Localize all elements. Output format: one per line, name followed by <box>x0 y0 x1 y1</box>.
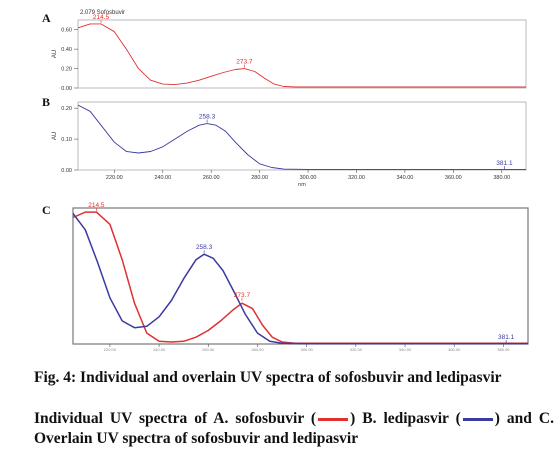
panel-label: A <box>42 11 51 25</box>
caption-text-b: ) B. ledipasvir ( <box>350 410 461 427</box>
y-tick-label: 0.00 <box>61 168 72 174</box>
y-tick-label: 0.00 <box>61 86 72 92</box>
panel-b: B 0.00 0.10 0.20 AU 220.00 240.00 260.00 280.00 3… <box>42 95 527 188</box>
x-tick-label: 340.00 <box>397 175 414 181</box>
x-tick-label: 320.00 <box>348 175 365 181</box>
peak-label: 214.5 <box>88 202 105 209</box>
figure-caption-description: Individual UV spectra of A. sofosbuvir (… <box>34 409 554 449</box>
peak-label: 273.7 <box>236 59 253 66</box>
x-tick-label: 260.00 <box>202 347 215 352</box>
peak-label: 258.3 <box>196 244 213 251</box>
x-tick-label: 280.00 <box>251 175 268 181</box>
figure-panels: A 2.079 Sofosbuvir 0.00 0.20 0.40 0.60 AU 214.5… <box>42 10 529 352</box>
peak-label: 381.1 <box>496 160 513 167</box>
panel-label: C <box>42 203 51 217</box>
spectrum-line <box>72 212 528 345</box>
y-tick-label: 0.40 <box>61 47 72 53</box>
peak-label: 273.7 <box>234 292 251 299</box>
x-tick-label: 340.00 <box>399 347 412 352</box>
panel-a: A 2.079 Sofosbuvir 0.00 0.20 0.40 0.60 AU 214.5… <box>42 10 527 92</box>
figure-caption-title: Fig. 4: Individual and overlain UV spect… <box>34 369 502 386</box>
ledipasvir-legend-swatch <box>462 417 493 421</box>
caption-text-c: ) and C. Overlain UV spectra of sofosbuv… <box>34 410 554 447</box>
panel-c: C 220.00 240.00 260.00 280.00 300.00 320.00 340… <box>42 202 529 352</box>
peak-label: 214.5 <box>93 14 110 21</box>
x-axis-label: nm <box>298 182 306 188</box>
x-tick-label: 320.00 <box>350 347 363 352</box>
y-tick-label: 0.60 <box>61 28 72 34</box>
y-tick-label: 0.20 <box>61 67 72 73</box>
peak-label: 381.1 <box>498 334 515 341</box>
trace-header: 2.079 Sofosbuvir <box>80 10 125 16</box>
x-tick-label: 240.00 <box>153 347 166 352</box>
x-tick-label: 300.00 <box>301 347 314 352</box>
x-tick-label: 220.00 <box>106 175 123 181</box>
y-axis-label: AU <box>52 50 58 58</box>
x-tick-label: 260.00 <box>203 175 220 181</box>
x-tick-label: 360.00 <box>445 175 462 181</box>
x-tick-label: 360.00 <box>448 347 461 352</box>
x-tick-label: 380.00 <box>497 347 510 352</box>
caption-text-a: Individual UV spectra of A. sofosbuvir ( <box>34 410 317 427</box>
panel-label: B <box>42 95 50 109</box>
plot-frame <box>77 101 527 171</box>
plot-frame <box>77 19 527 89</box>
x-tick-label: 240.00 <box>154 175 171 181</box>
spectrum-line <box>77 104 526 170</box>
y-axis-label: AU <box>52 132 58 140</box>
plot-frame <box>72 207 529 345</box>
y-tick-label: 0.20 <box>61 106 72 112</box>
x-tick-label: 300.00 <box>300 175 317 181</box>
sofosbuvir-legend-swatch <box>318 417 349 421</box>
spectrum-line <box>77 23 526 88</box>
spectrum-line <box>72 211 528 345</box>
x-tick-label: 220.00 <box>104 347 117 352</box>
x-tick-label: 280.00 <box>251 347 264 352</box>
x-tick-label: 380.00 <box>493 175 510 181</box>
peak-label: 258.3 <box>199 114 216 121</box>
y-tick-label: 0.10 <box>61 137 72 143</box>
